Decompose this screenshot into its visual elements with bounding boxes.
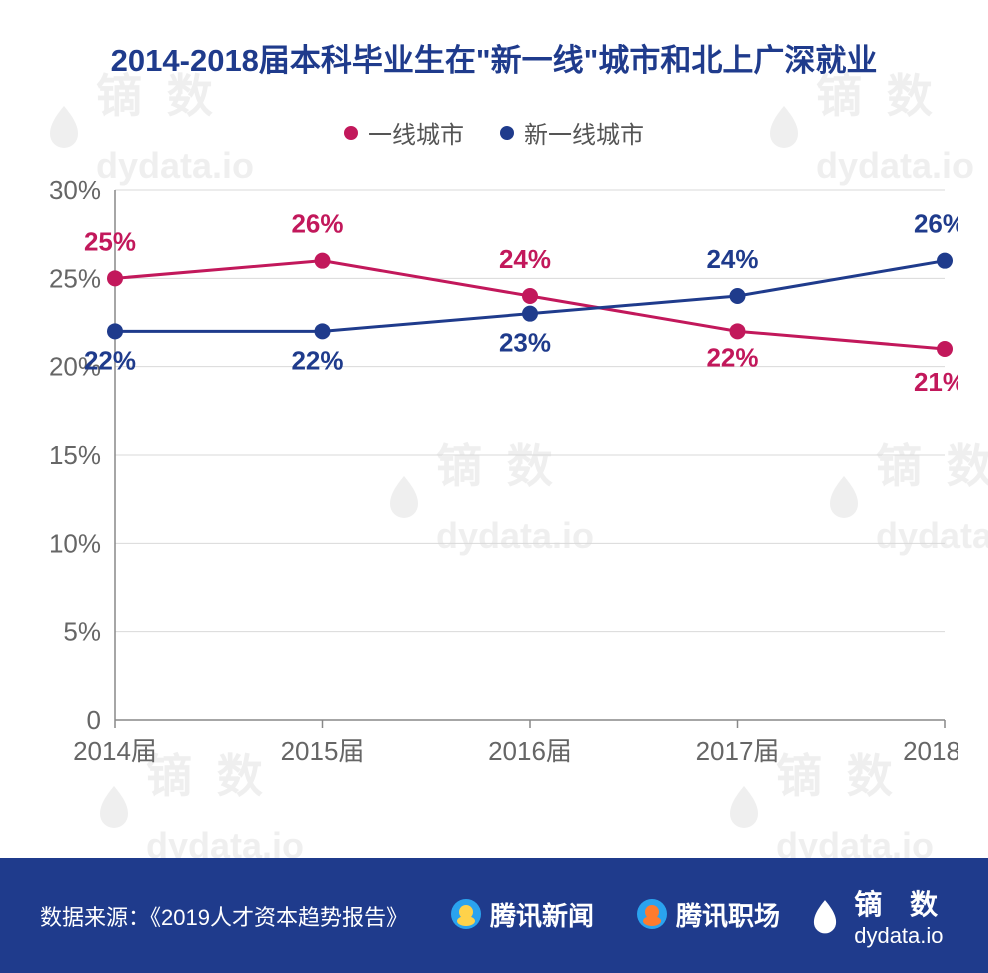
footer-logo-en: dydata.io [854, 923, 943, 948]
legend-dot-icon [344, 126, 358, 140]
chart-page: 镝 数dydata.io镝 数dydata.io镝 数dydata.io镝 数d… [0, 0, 988, 973]
footer-logo-cn: 镝 数 [854, 889, 948, 920]
svg-text:2018届: 2018届 [903, 736, 958, 766]
brand-icon [636, 898, 668, 930]
svg-text:25%: 25% [49, 263, 101, 293]
svg-text:26%: 26% [914, 209, 958, 239]
svg-text:24%: 24% [499, 244, 551, 274]
legend-label: 新一线城市 [524, 115, 644, 150]
svg-text:26%: 26% [291, 209, 343, 239]
svg-text:22%: 22% [706, 342, 758, 372]
line-chart: 05%10%15%20%25%30%2014届2015届2016届2017届20… [30, 170, 958, 800]
svg-text:21%: 21% [914, 367, 958, 397]
svg-text:5%: 5% [63, 617, 101, 647]
legend-item: 新一线城市 [500, 115, 644, 150]
svg-text:23%: 23% [499, 328, 551, 358]
legend: 一线城市 新一线城市 [0, 115, 988, 150]
footer-logo: 镝 数 dydata.io [806, 883, 948, 949]
svg-text:24%: 24% [706, 244, 758, 274]
svg-text:2017届: 2017届 [696, 736, 780, 766]
svg-text:2016届: 2016届 [488, 736, 572, 766]
chart-title: 2014-2018届本科毕业生在"新一线"城市和北上广深就业 [0, 35, 988, 80]
legend-dot-icon [500, 126, 514, 140]
legend-label: 一线城市 [368, 115, 464, 150]
footer-bar: 数据来源：《2019人才资本趋势报告》 腾讯新闻 腾讯职场 镝 数 dydata.… [0, 858, 988, 973]
data-source-label: 数据来源：《2019人才资本趋势报告》 [40, 900, 408, 932]
legend-item: 一线城市 [344, 115, 464, 150]
svg-text:2015届: 2015届 [281, 736, 365, 766]
brand-icon [450, 898, 482, 930]
svg-text:22%: 22% [291, 345, 343, 375]
brand-label: 腾讯新闻 [490, 896, 594, 933]
footer-brand: 腾讯职场 [636, 896, 780, 933]
footer-brand: 腾讯新闻 [450, 896, 594, 933]
svg-text:10%: 10% [49, 528, 101, 558]
brand-label: 腾讯职场 [676, 896, 780, 933]
svg-text:22%: 22% [84, 345, 136, 375]
svg-text:30%: 30% [49, 175, 101, 205]
svg-text:2014届: 2014届 [73, 736, 157, 766]
svg-text:25%: 25% [84, 226, 136, 256]
svg-text:0: 0 [87, 705, 101, 735]
svg-text:15%: 15% [49, 440, 101, 470]
